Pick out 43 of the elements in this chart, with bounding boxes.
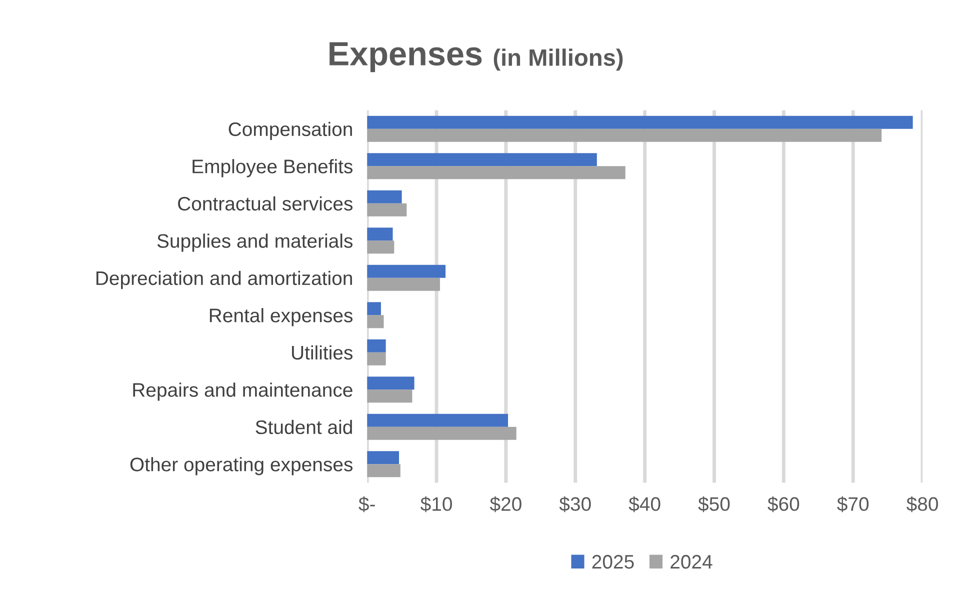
x-tick-label: $40 — [628, 496, 660, 512]
bar — [367, 128, 882, 142]
y-tick-label: Utilities — [292, 345, 352, 360]
y-tick-label: Supplies and materials — [157, 234, 352, 252]
bar — [367, 240, 394, 254]
bar — [367, 464, 400, 478]
x-tick-label: $70 — [837, 496, 869, 512]
bar — [367, 228, 393, 241]
y-tick-label: Employee Benefits — [192, 159, 352, 178]
bar — [367, 203, 407, 216]
bar — [367, 153, 597, 166]
x-tick-label: $50 — [698, 496, 730, 512]
x-tick-label: $- — [358, 496, 375, 512]
y-tick-label: Depreciation and amortization — [96, 270, 352, 289]
x-tick-label: $10 — [420, 496, 452, 512]
y-tick-label: Student aid — [256, 420, 352, 434]
bar — [367, 278, 440, 291]
legend-label: 2024 — [670, 554, 712, 569]
bar — [367, 390, 412, 403]
y-tick-label: Compensation — [228, 122, 352, 140]
bar — [367, 166, 626, 180]
chart-title: Expenses — [330, 42, 482, 72]
x-tick-label: $60 — [768, 496, 800, 512]
bar — [367, 339, 386, 352]
chart-subtitle: (in Millions) — [494, 48, 623, 71]
bar — [367, 190, 402, 204]
bar — [367, 376, 414, 390]
bar — [367, 352, 386, 366]
bar — [367, 414, 508, 427]
x-tick-label: $80 — [906, 496, 938, 512]
bar — [367, 302, 381, 316]
bar — [367, 116, 913, 129]
x-tick-label: $30 — [559, 496, 591, 512]
y-tick-label: Contractual services — [178, 196, 352, 211]
bar — [367, 315, 384, 328]
bar — [367, 264, 446, 278]
bar — [367, 451, 400, 464]
y-tick-label: Other operating expenses — [130, 457, 353, 476]
legend-label: 2025 — [592, 554, 634, 569]
bar — [367, 426, 516, 440]
y-tick-label: Repairs and maintenance — [133, 382, 352, 401]
y-tick-label: Rental expenses — [210, 308, 352, 326]
x-tick-label: $20 — [490, 496, 522, 512]
